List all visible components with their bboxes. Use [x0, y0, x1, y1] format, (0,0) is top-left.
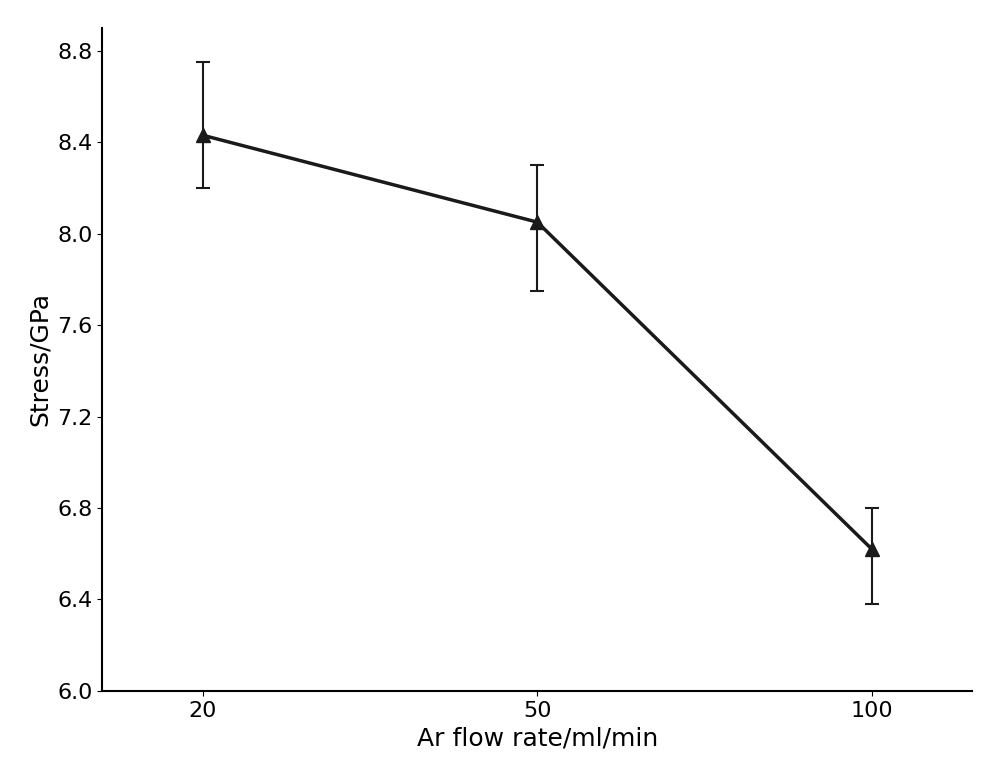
- X-axis label: Ar flow rate/ml/min: Ar flow rate/ml/min: [417, 726, 658, 750]
- Y-axis label: Stress/GPa: Stress/GPa: [28, 293, 52, 426]
